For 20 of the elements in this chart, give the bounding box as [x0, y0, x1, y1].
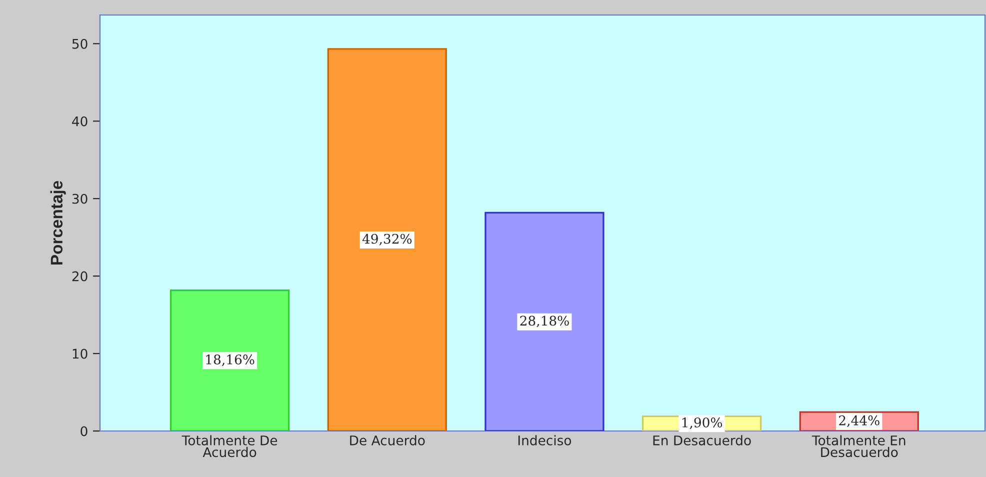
- data-label: 28,18%: [520, 316, 569, 328]
- data-label: 49,32%: [362, 234, 412, 246]
- x-tick-label: Indeciso: [518, 435, 572, 446]
- data-label: 2,44%: [839, 415, 880, 427]
- data-label: 18,16%: [206, 354, 254, 366]
- x-tick-label: En Desacuerdo: [653, 435, 751, 446]
- bar: [327, 48, 447, 431]
- y-tick-label: 10: [72, 348, 88, 359]
- y-tick-label: 40: [72, 116, 88, 126]
- y-tick-label: 50: [72, 38, 88, 49]
- bar: [170, 289, 290, 431]
- x-tick-label: Totalmente En Desacuerdo: [812, 435, 906, 458]
- x-tick-label: De Acuerdo: [350, 435, 425, 446]
- y-axis-title: Porcentaje: [50, 180, 66, 264]
- bar: [484, 212, 604, 431]
- y-tick-label: 30: [72, 194, 88, 204]
- y-tick-label: 0: [80, 426, 88, 436]
- x-tick-label: Totalmente De Acuerdo: [182, 435, 278, 458]
- data-label: 1,90%: [682, 417, 722, 430]
- y-tick-label: 20: [72, 271, 88, 282]
